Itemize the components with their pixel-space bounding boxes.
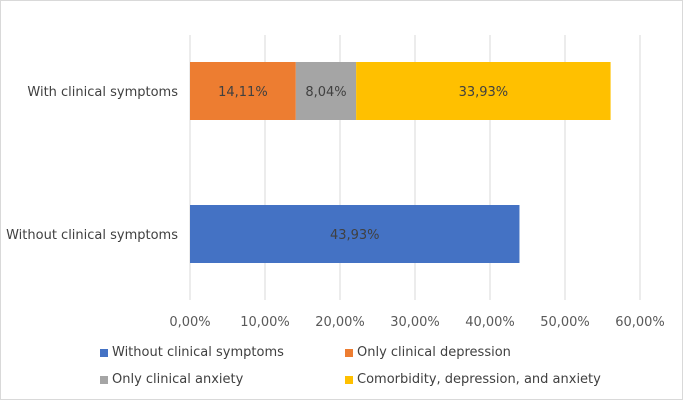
- legend-label-1: Only clinical depression: [357, 345, 511, 360]
- legend-swatch-3: [345, 375, 353, 384]
- category-label-0: With clinical symptoms: [27, 85, 178, 100]
- legend-item-3: Comorbidity, depression, and anxiety: [345, 372, 601, 387]
- legend-label-0: Without clinical symptoms: [112, 345, 284, 360]
- category-label-1: Without clinical symptoms: [6, 228, 178, 243]
- bar-1-0: [190, 205, 520, 263]
- data-label-0-3: 33,93%: [459, 85, 509, 100]
- legend-label-2: Only clinical anxiety: [112, 372, 244, 387]
- data-label-0-2: 8,04%: [305, 85, 346, 100]
- legend-item-2: Only clinical anxiety: [100, 372, 243, 387]
- data-label-0-1: 14,11%: [218, 85, 268, 100]
- x-tick-label-2: 20,00%: [315, 315, 365, 330]
- legend-item-1: Only clinical depression: [345, 345, 511, 360]
- legend-swatch-2: [100, 375, 108, 384]
- x-tick-label-5: 50,00%: [540, 315, 590, 330]
- bar-0-1: [190, 62, 296, 120]
- legend-item-0: Without clinical symptoms: [100, 345, 284, 360]
- bar-0-2: [295, 62, 357, 120]
- x-tick-label-1: 10,00%: [240, 315, 290, 330]
- legend-swatch-0: [100, 348, 108, 357]
- data-label-1-0: 43,93%: [330, 228, 380, 243]
- legend-label-3: Comorbidity, depression, and anxiety: [357, 372, 601, 387]
- bar-0-3: [356, 62, 611, 120]
- x-tick-label-0: 0,00%: [169, 315, 210, 330]
- x-tick-label-3: 30,00%: [390, 315, 440, 330]
- x-tick-label-6: 60,00%: [615, 315, 665, 330]
- x-tick-label-4: 40,00%: [465, 315, 515, 330]
- legend-swatch-1: [345, 348, 353, 357]
